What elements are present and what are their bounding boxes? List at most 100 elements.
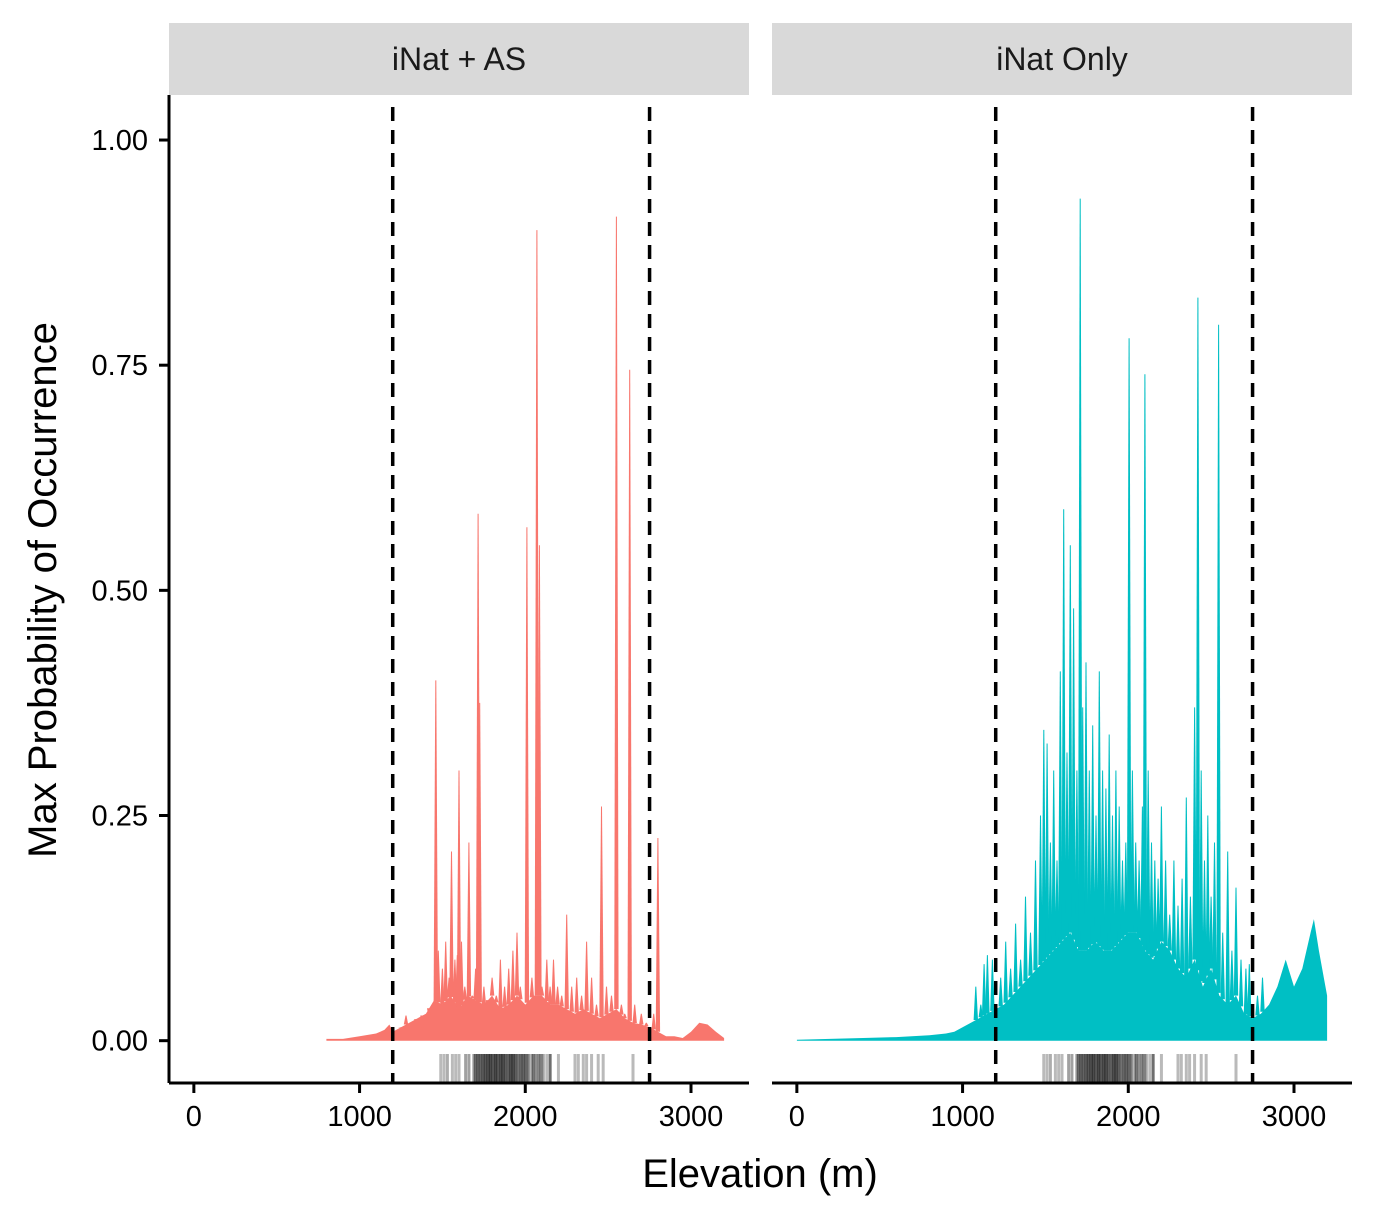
spike-peak: [477, 702, 482, 1003]
baseline-area: [326, 995, 725, 1041]
spike-peak: [655, 838, 661, 1032]
spike-peak: [506, 968, 511, 1005]
spike-peak: [1192, 707, 1197, 960]
x-tick-label: 0: [186, 1101, 202, 1133]
spike-peak: [413, 1019, 419, 1021]
spike-peak: [1229, 950, 1235, 1001]
spike-peak: [1184, 797, 1189, 978]
spike-peak: [524, 527, 530, 1003]
spike-peak: [998, 977, 1003, 1007]
strip-background: [772, 23, 1352, 95]
y-tick-label: 0.75: [92, 350, 148, 382]
spike-peak: [1225, 851, 1230, 1005]
spike-peak: [1199, 770, 1204, 982]
spike-peak: [443, 941, 448, 1001]
spike-peak: [985, 955, 990, 1014]
spike-peak: [1074, 770, 1080, 947]
spike-peak: [978, 1004, 983, 1018]
spike-peak: [498, 959, 503, 1010]
spike-peak: [1023, 896, 1028, 982]
y-axis-title: Max Probability of Occurrence: [21, 322, 65, 858]
spike-peak: [481, 986, 487, 1005]
spike-peak: [1038, 815, 1043, 965]
spike-peak: [1188, 896, 1193, 969]
spike-peak: [599, 806, 604, 1018]
spike-peak: [1033, 860, 1038, 971]
spike-peak: [466, 842, 472, 997]
spike-peak: [494, 995, 499, 1003]
spike-peak: [1090, 725, 1095, 945]
spike-peak: [1097, 671, 1102, 947]
spike-peak: [1202, 860, 1207, 983]
spike-peak: [427, 1008, 432, 1019]
x-tick-label: 0: [789, 1101, 805, 1133]
spike-peak: [604, 986, 609, 1015]
spike-peak: [1044, 743, 1050, 958]
spike-peak: [1152, 860, 1157, 956]
spike-peak: [1058, 671, 1063, 944]
spike-peak: [551, 959, 556, 1005]
panel-inat-as: iNat + AS 0 1000 2000 3000: [169, 23, 749, 1133]
spike-peak: [1216, 324, 1221, 993]
panel-inat-only: iNat Only 0 1000 2000 3000: [772, 23, 1352, 1133]
spike-peak: [574, 977, 579, 1013]
x-axis-right: 0 1000 2000 3000: [772, 1081, 1352, 1133]
spike-peak: [639, 1013, 644, 1025]
spike-peak: [1083, 662, 1089, 951]
spike-peak: [651, 1013, 656, 1030]
x-tick-label: 1000: [327, 1101, 392, 1133]
spike-peak: [1133, 842, 1138, 933]
spike-peak: [1238, 959, 1244, 1007]
spike-peak: [459, 941, 464, 1006]
spike-peak: [440, 968, 445, 1005]
spike-peak: [1100, 770, 1105, 950]
baseline-area: [796, 919, 1328, 1041]
spike-peak: [579, 995, 584, 1010]
spike-peak: [1175, 905, 1181, 969]
spike-peak: [1071, 608, 1076, 940]
spike-peak: [489, 977, 495, 996]
spike-peak: [1013, 923, 1018, 992]
x-axis-left: 0 1000 2000 3000: [169, 1081, 749, 1133]
spike-peak: [1167, 914, 1172, 951]
x-tick-label: 2000: [493, 1101, 558, 1133]
spike-peak: [1130, 770, 1135, 933]
spike-peak: [1123, 842, 1128, 936]
spike-peak: [403, 1015, 409, 1025]
spike-peak: [619, 1004, 624, 1015]
spike-peak: [1093, 815, 1099, 943]
spike-peak: [1208, 896, 1214, 969]
spike-peak: [1126, 338, 1132, 933]
spike-peak: [569, 986, 574, 1012]
x-tick-label: 3000: [1262, 1101, 1327, 1133]
spike-peak: [1028, 932, 1033, 976]
spike-peak: [539, 986, 545, 996]
spike-peak: [1220, 932, 1225, 1000]
strip-background: [169, 23, 749, 95]
spike-peak: [1078, 198, 1083, 951]
spike-peak: [485, 1000, 491, 1014]
spike-peak: [1205, 815, 1210, 976]
spike-peak: [537, 545, 542, 996]
spike-peak: [1061, 509, 1066, 940]
x-tick-label: 3000: [659, 1101, 724, 1133]
spike-peak: [1179, 878, 1185, 974]
panel-title-inat-as: iNat + AS: [392, 41, 526, 77]
spike-peak: [594, 1004, 599, 1017]
spike-peak: [614, 216, 619, 1010]
spike-peak: [1247, 964, 1252, 1017]
spike-peak: [584, 941, 589, 1011]
spike-peak: [462, 986, 467, 1000]
spike-peak: [1110, 815, 1115, 950]
spike-peak: [1080, 707, 1085, 951]
spike-peak: [502, 986, 507, 1007]
spike-peak: [1243, 968, 1249, 1015]
y-tick-label: 0.25: [92, 801, 148, 833]
spike-peak: [1051, 770, 1056, 951]
spike-peak: [555, 986, 560, 1005]
spike-peak: [456, 770, 462, 1010]
spike-peak: [544, 959, 549, 1001]
spike-peak: [1068, 545, 1073, 933]
spike-peak: [632, 1004, 637, 1023]
spike-peak: [644, 1022, 649, 1027]
